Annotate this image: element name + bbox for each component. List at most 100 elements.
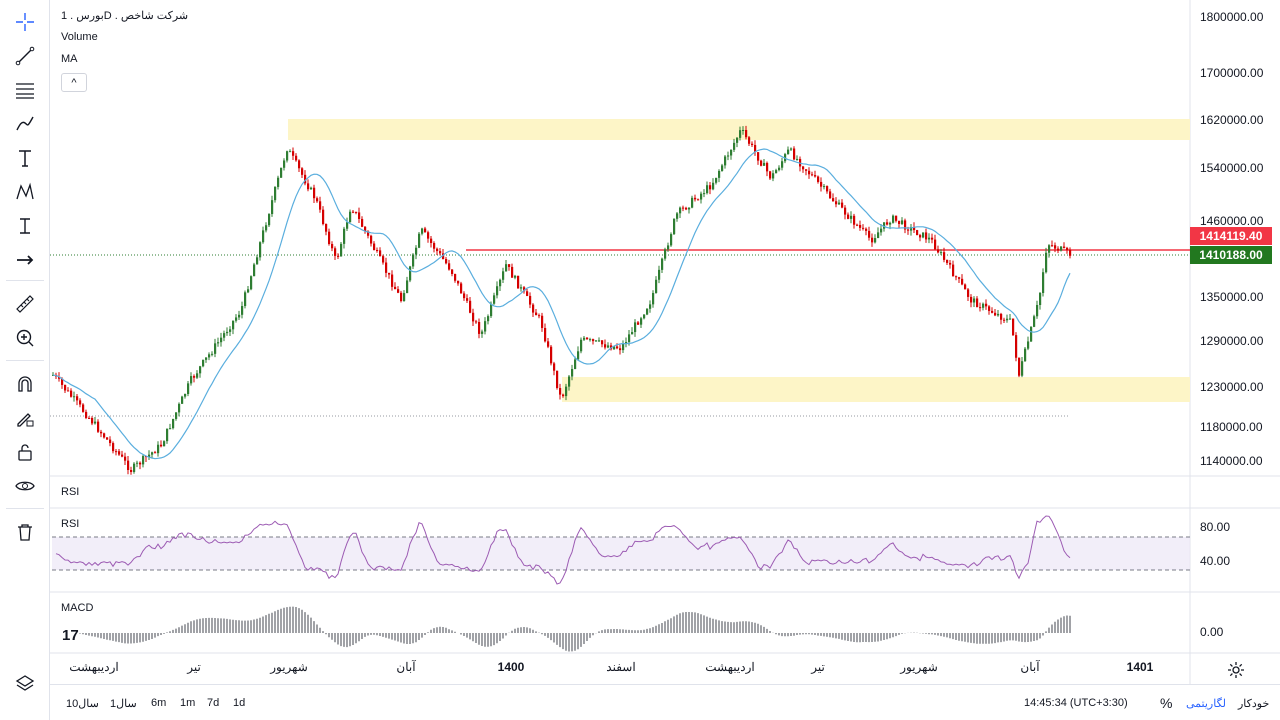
candle-body	[550, 346, 553, 364]
text-tool-icon[interactable]	[9, 144, 41, 172]
candle-body	[259, 242, 262, 258]
fib-retracement-icon[interactable]	[9, 76, 41, 104]
range-10y-button[interactable]: 10سال	[66, 698, 99, 710]
candle-body	[448, 263, 451, 270]
candle-body	[811, 174, 814, 176]
symbol-legend[interactable]: بورس . 1D . شرکت شاخص	[61, 10, 189, 22]
range-1d-button[interactable]: 1d	[233, 697, 246, 709]
candle-body	[241, 306, 244, 315]
candle-body	[487, 316, 490, 322]
candle-body	[1027, 341, 1030, 349]
volume-legend[interactable]: Volume	[61, 31, 98, 43]
candle-body	[565, 386, 568, 397]
candle-body	[865, 228, 868, 231]
candle-body	[463, 293, 466, 299]
candle-body	[625, 342, 628, 344]
support-zone[interactable]	[562, 377, 1190, 402]
candle-body	[835, 201, 838, 205]
candle-body	[529, 295, 532, 305]
candle-body	[1069, 249, 1072, 256]
settings-gear-icon[interactable]	[1226, 660, 1246, 680]
candle-body	[106, 437, 109, 440]
candle-body	[790, 148, 793, 150]
arrow-icon[interactable]	[9, 246, 41, 274]
candle-body	[361, 218, 364, 227]
candle-body	[451, 269, 454, 274]
candle-body	[142, 456, 145, 465]
candle-body	[730, 149, 733, 156]
log-scale-toggle[interactable]: لگاریتمی	[1186, 698, 1226, 710]
candle-body	[571, 369, 574, 377]
chart-canvas[interactable]: 1800000.00 1700000.00 1620000.00 1540000…	[50, 0, 1280, 684]
candle-body	[295, 155, 298, 161]
range-7d-button[interactable]: 7d	[207, 697, 220, 709]
candle-body	[901, 220, 904, 224]
percent-toggle[interactable]: %	[1160, 695, 1173, 711]
candle-body	[475, 321, 478, 323]
crosshair-icon[interactable]	[9, 8, 41, 36]
price-tick: 1540000.00	[1200, 161, 1264, 175]
candle-body	[424, 228, 427, 233]
candle-body	[349, 211, 352, 223]
price-tick: 1230000.00	[1200, 380, 1264, 394]
candle-body	[676, 213, 679, 219]
candle-body	[277, 177, 280, 187]
candle-body	[199, 366, 202, 374]
magnet-icon[interactable]	[9, 370, 41, 398]
pattern-icon[interactable]	[9, 178, 41, 206]
candle-body	[922, 232, 925, 238]
candle-body	[607, 345, 610, 348]
bottom-toolbar: 10سال 1سال 6m 1m 7d 1d 14:45:34 (UTC+3:3…	[50, 684, 1280, 720]
ma-legend[interactable]: MA	[61, 53, 78, 65]
ruler-icon[interactable]	[9, 290, 41, 318]
time-tick: 1401	[1127, 660, 1154, 674]
trend-line-icon[interactable]	[9, 42, 41, 70]
candle-body	[208, 354, 211, 358]
eye-icon[interactable]	[9, 472, 41, 500]
candle-body	[907, 229, 910, 231]
time-tick: تیر	[810, 660, 825, 674]
time-tick: اردیبهشت	[705, 660, 754, 674]
candle-body	[490, 303, 493, 317]
candle-body	[814, 175, 817, 177]
candle-body	[517, 275, 520, 289]
range-1m-button[interactable]: 1m	[180, 697, 196, 709]
lock-icon[interactable]	[9, 438, 41, 466]
candle-body	[94, 421, 97, 424]
candle-body	[895, 215, 898, 221]
candle-body	[58, 376, 61, 379]
collapse-legend-button[interactable]: ^	[61, 73, 87, 92]
trash-icon[interactable]	[9, 518, 41, 546]
layers-icon[interactable]	[9, 670, 41, 698]
candle-body	[934, 239, 937, 250]
candle-body	[394, 286, 397, 290]
candle-body	[940, 252, 943, 254]
candle-body	[274, 186, 277, 201]
candle-body	[619, 348, 622, 351]
candle-body	[322, 209, 325, 225]
candle-body	[589, 339, 592, 341]
candle-body	[661, 258, 664, 270]
range-6m-button[interactable]: 6m	[151, 697, 167, 709]
candle-body	[409, 266, 412, 281]
candle-body	[823, 186, 826, 188]
resistance-zone[interactable]	[288, 119, 1190, 140]
range-1y-button[interactable]: 1سال	[110, 698, 137, 710]
brush-icon[interactable]	[9, 110, 41, 138]
lock-drawing-icon[interactable]	[9, 404, 41, 432]
auto-scale-toggle[interactable]: خودکار	[1238, 698, 1270, 710]
candle-body	[388, 272, 391, 275]
zoom-in-icon[interactable]	[9, 324, 41, 352]
candle-body	[859, 224, 862, 228]
candle-body	[307, 183, 310, 190]
candle-body	[352, 211, 355, 213]
candle-body	[577, 351, 580, 360]
candle-body	[1009, 318, 1012, 320]
clock-timezone[interactable]: 14:45:34 (UTC+3:30)	[1024, 697, 1128, 709]
time-tick: شهریور	[269, 660, 308, 674]
candle-body	[736, 137, 739, 143]
measure-icon[interactable]	[9, 212, 41, 240]
candle-body	[79, 400, 82, 405]
candle-body	[1039, 292, 1042, 305]
time-tick: تیر	[186, 660, 201, 674]
